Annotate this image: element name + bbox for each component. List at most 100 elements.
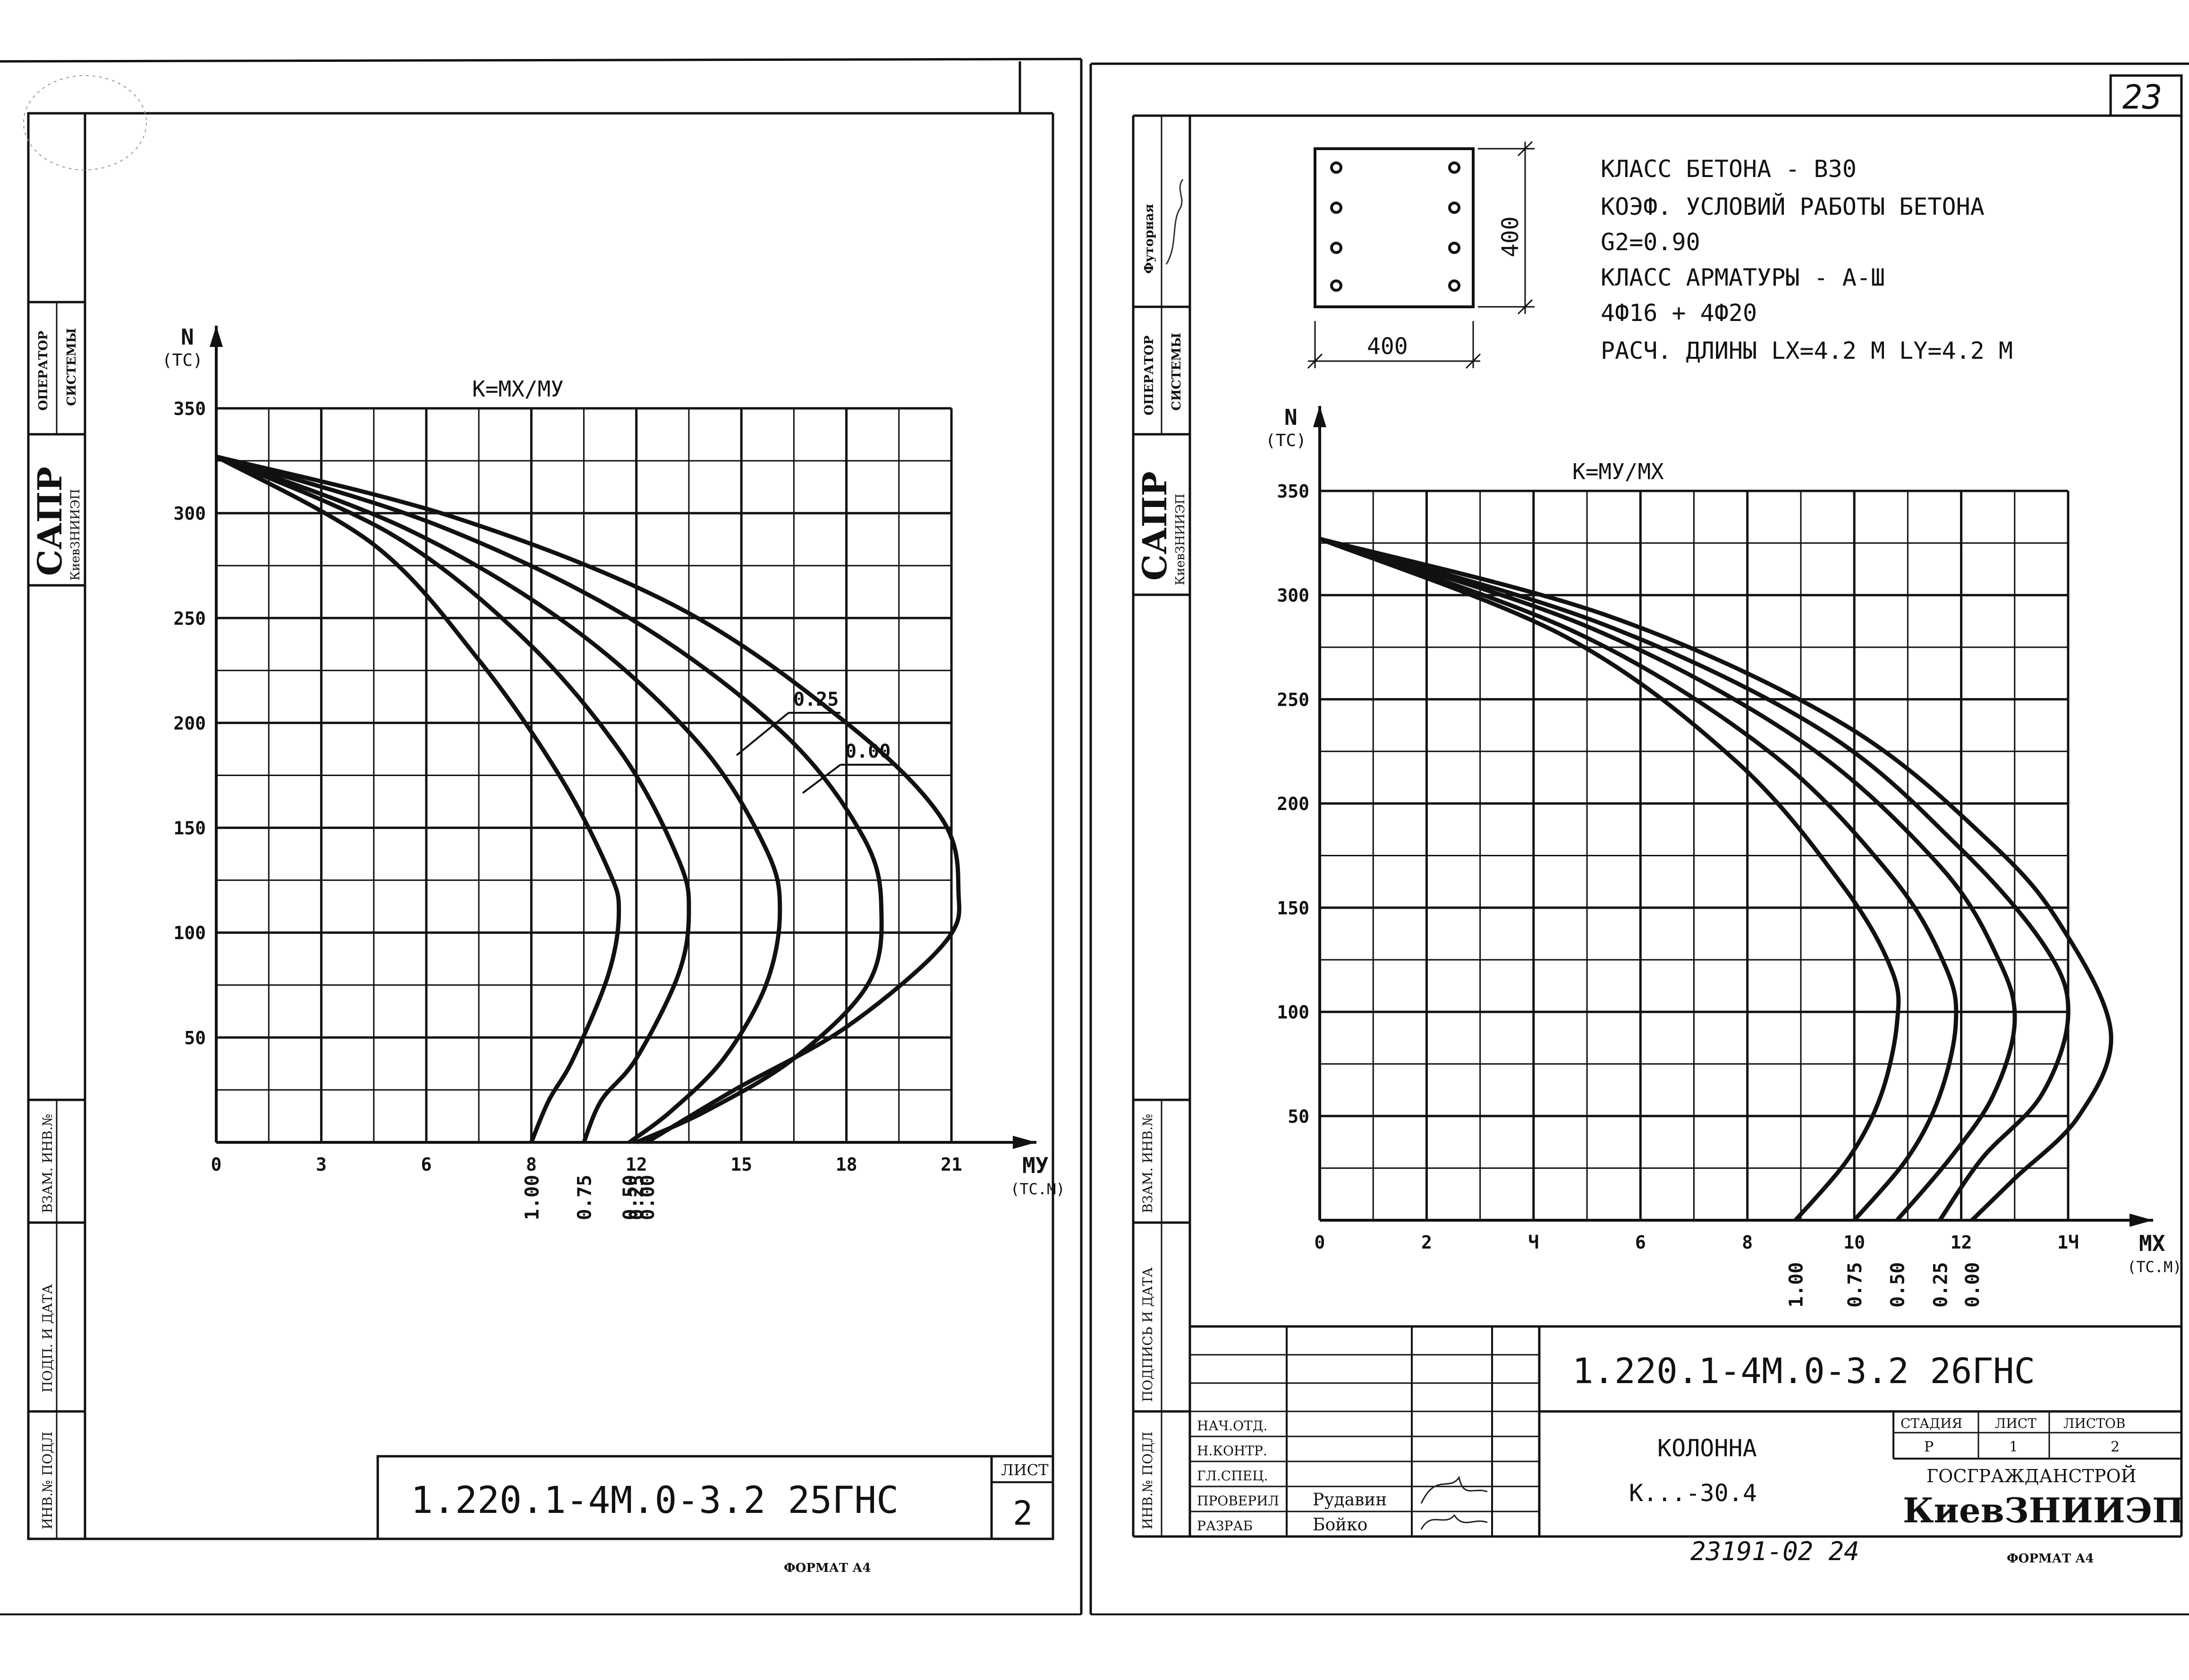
title-block: НАЧ.ОТД. Н.КОНТР. ГЛ.СПЕЦ. ПРОВЕРИЛ РАЗР… (1190, 1325, 2184, 1536)
section-height-label: 400 (1497, 216, 1524, 257)
x-tick-label: 15 (730, 1154, 752, 1175)
x-tick-label: 2 (1421, 1232, 1432, 1253)
annotation-0-00: 0.00 (845, 741, 891, 762)
series-line-0-00 (1319, 537, 2113, 1222)
left-stamp-list-label: ЛИСТ (1001, 1461, 1049, 1479)
right-vzam-inv: ВЗАМ. ИНВ.№ (1140, 1114, 1155, 1213)
page-number-box: 23 (2109, 74, 2183, 117)
left-stamp-list-number: 2 (1013, 1494, 1033, 1533)
x-axis-label: МУ (1022, 1153, 1049, 1178)
left-stamp: 1.220.1-4М.0-3.2 25ГНС ЛИСТ 2 (376, 1455, 1054, 1540)
left-inv-podl: ИНВ.№ ПОДЛ (40, 1432, 55, 1529)
spec-rebar-class: КЛАСС АРМАТУРЫ - А-Ш (1601, 264, 1885, 291)
series-line-0-25 (1319, 537, 2070, 1222)
rebar-dot (1448, 161, 1460, 174)
stage-value: Р (1924, 1439, 1934, 1455)
y-axis-arrow (210, 326, 223, 347)
x-tick-label: 0 (211, 1154, 222, 1175)
title-block-code: 1.220.1-4М.0-3.2 26ГНС (1572, 1351, 2035, 1392)
y-tick-label: 150 (1277, 898, 1309, 919)
y-tick-label: 300 (173, 503, 206, 524)
rebar-dot (1330, 202, 1342, 214)
x-tick-label: 8 (1742, 1232, 1753, 1253)
y-axis-label: N (1284, 405, 1298, 430)
left-stamp-code: 1.220.1-4М.0-3.2 25ГНС (411, 1479, 899, 1522)
x-tick-label: 10 (1843, 1232, 1865, 1253)
annotation-0-25: 0.25 (793, 689, 839, 710)
series-line-0-75 (215, 455, 691, 1143)
y-tick-label: 300 (1277, 585, 1309, 606)
rebar-dot (1330, 161, 1342, 174)
chart-grid (1318, 490, 2070, 1222)
x-tick-label: 8 (526, 1154, 537, 1175)
y-tick-label: 250 (1277, 689, 1309, 710)
title-block-mark: К...-30.4 (1629, 1479, 1757, 1507)
y-tick-label: 50 (1288, 1106, 1309, 1127)
page-number: 23 (2122, 78, 2162, 117)
series-line-1-00 (1319, 537, 1901, 1222)
series-label: 0.75 (574, 1175, 596, 1220)
left-operator-label: ОПЕРАТОР (36, 331, 51, 411)
y-axis-label: N (181, 324, 194, 350)
right-org-small: КиевЗНИИЭП (1173, 494, 1188, 585)
right-inv-podl: ИНВ.№ ПОДЛ (1140, 1432, 1155, 1529)
y-tick-label: 100 (173, 923, 206, 944)
series-label: 0.00 (1962, 1262, 1984, 1308)
role-nach-otd: НАЧ.ОТД. (1197, 1418, 1267, 1434)
x-axis-label: МХ (2139, 1231, 2165, 1256)
role-n-kontr: Н.КОНТР. (1197, 1443, 1267, 1459)
chart-right: 0 2 Ч 6 8 10 12 1Ч 50 100 150 200 250 300 350 N(ТС) МХ (Т… (1265, 405, 2182, 1308)
series-label: 0.25 (1930, 1262, 1951, 1308)
left-sapr-label: САПР (30, 467, 69, 576)
role-gl-spec: ГЛ.СПЕЦ. (1197, 1468, 1268, 1484)
signature-razrab (1420, 1514, 1488, 1530)
left-podp-data: ПОДП. И ДАТА (40, 1284, 55, 1393)
y-tick-label: 200 (173, 713, 206, 734)
y-tick-label: 350 (173, 398, 206, 419)
spec-g2: G2=0.90 (1601, 228, 1700, 256)
series-line-0-50 (215, 454, 782, 1144)
left-vzam-inv: ВЗАМ. ИНВ.№ (40, 1114, 55, 1213)
annotation-leader (736, 712, 789, 756)
left-system-label: СИСТЕМЫ (65, 328, 79, 406)
series-line-0-00 (215, 454, 961, 1144)
series-label: 0.50 (1887, 1262, 1909, 1308)
rebar-dot (1448, 202, 1460, 214)
left-org-small: КиевЗНИИЭП (68, 489, 83, 581)
section-width-label: 400 (1367, 333, 1408, 360)
y-tick-label: 150 (173, 818, 206, 839)
rebar-dot (1448, 279, 1460, 292)
right-futorn-label: Футорная (1142, 204, 1156, 274)
role-razrab: РАЗРАБ (1197, 1518, 1253, 1534)
series-line-0-75 (1319, 537, 1959, 1222)
x-axis-arrow (1013, 1136, 1036, 1149)
series-line-1-00 (215, 455, 621, 1143)
spec-rebar-set: 4Ф16 + 4Ф20 (1601, 299, 1757, 327)
name-proveril: Рудавин (1313, 1490, 1387, 1510)
y-tick-label: 250 (173, 608, 206, 629)
org-line1: ГОСГРАЖДАНСТРОЙ (1926, 1465, 2137, 1486)
annotation-leader (802, 764, 841, 794)
right-podp-data: ПОДПИСЬ И ДАТА (1140, 1267, 1155, 1402)
x-tick-label: 18 (836, 1154, 857, 1175)
spec-block: КЛАСС БЕТОНА - В30 КОЭФ. УСЛОВИЙ РАБОТЫ … (1601, 155, 2013, 364)
series-label: 0.25 (627, 1175, 648, 1220)
sheet-label: ЛИСТ (1995, 1416, 2036, 1431)
x-tick-label: 12 (1951, 1232, 1972, 1253)
sheets-value: 2 (2111, 1439, 2120, 1455)
y-axis-unit: (ТС) (162, 351, 203, 370)
org-line2: КиевЗНИИЭП (1903, 1490, 2184, 1530)
x-tick-label: 12 (626, 1154, 647, 1175)
series-label: 0.75 (1844, 1262, 1866, 1308)
signature-proveril (1420, 1476, 1488, 1504)
stamp-seal-faded (23, 75, 147, 170)
left-sidebar: ОПЕРАТОР СИСТЕМЫ САПР КиевЗНИИЭП ВЗАМ. И… (23, 75, 147, 1540)
rebar-dot (1448, 242, 1460, 254)
sheet-value: 1 (2009, 1439, 2018, 1455)
name-razrab: Бойко (1313, 1515, 1367, 1535)
y-tick-label: 50 (184, 1028, 206, 1048)
right-sapr-label: САПР (1135, 472, 1174, 581)
series-line-0-50 (1319, 537, 2017, 1222)
x-axis-unit: (ТС.М) (1010, 1180, 1065, 1198)
